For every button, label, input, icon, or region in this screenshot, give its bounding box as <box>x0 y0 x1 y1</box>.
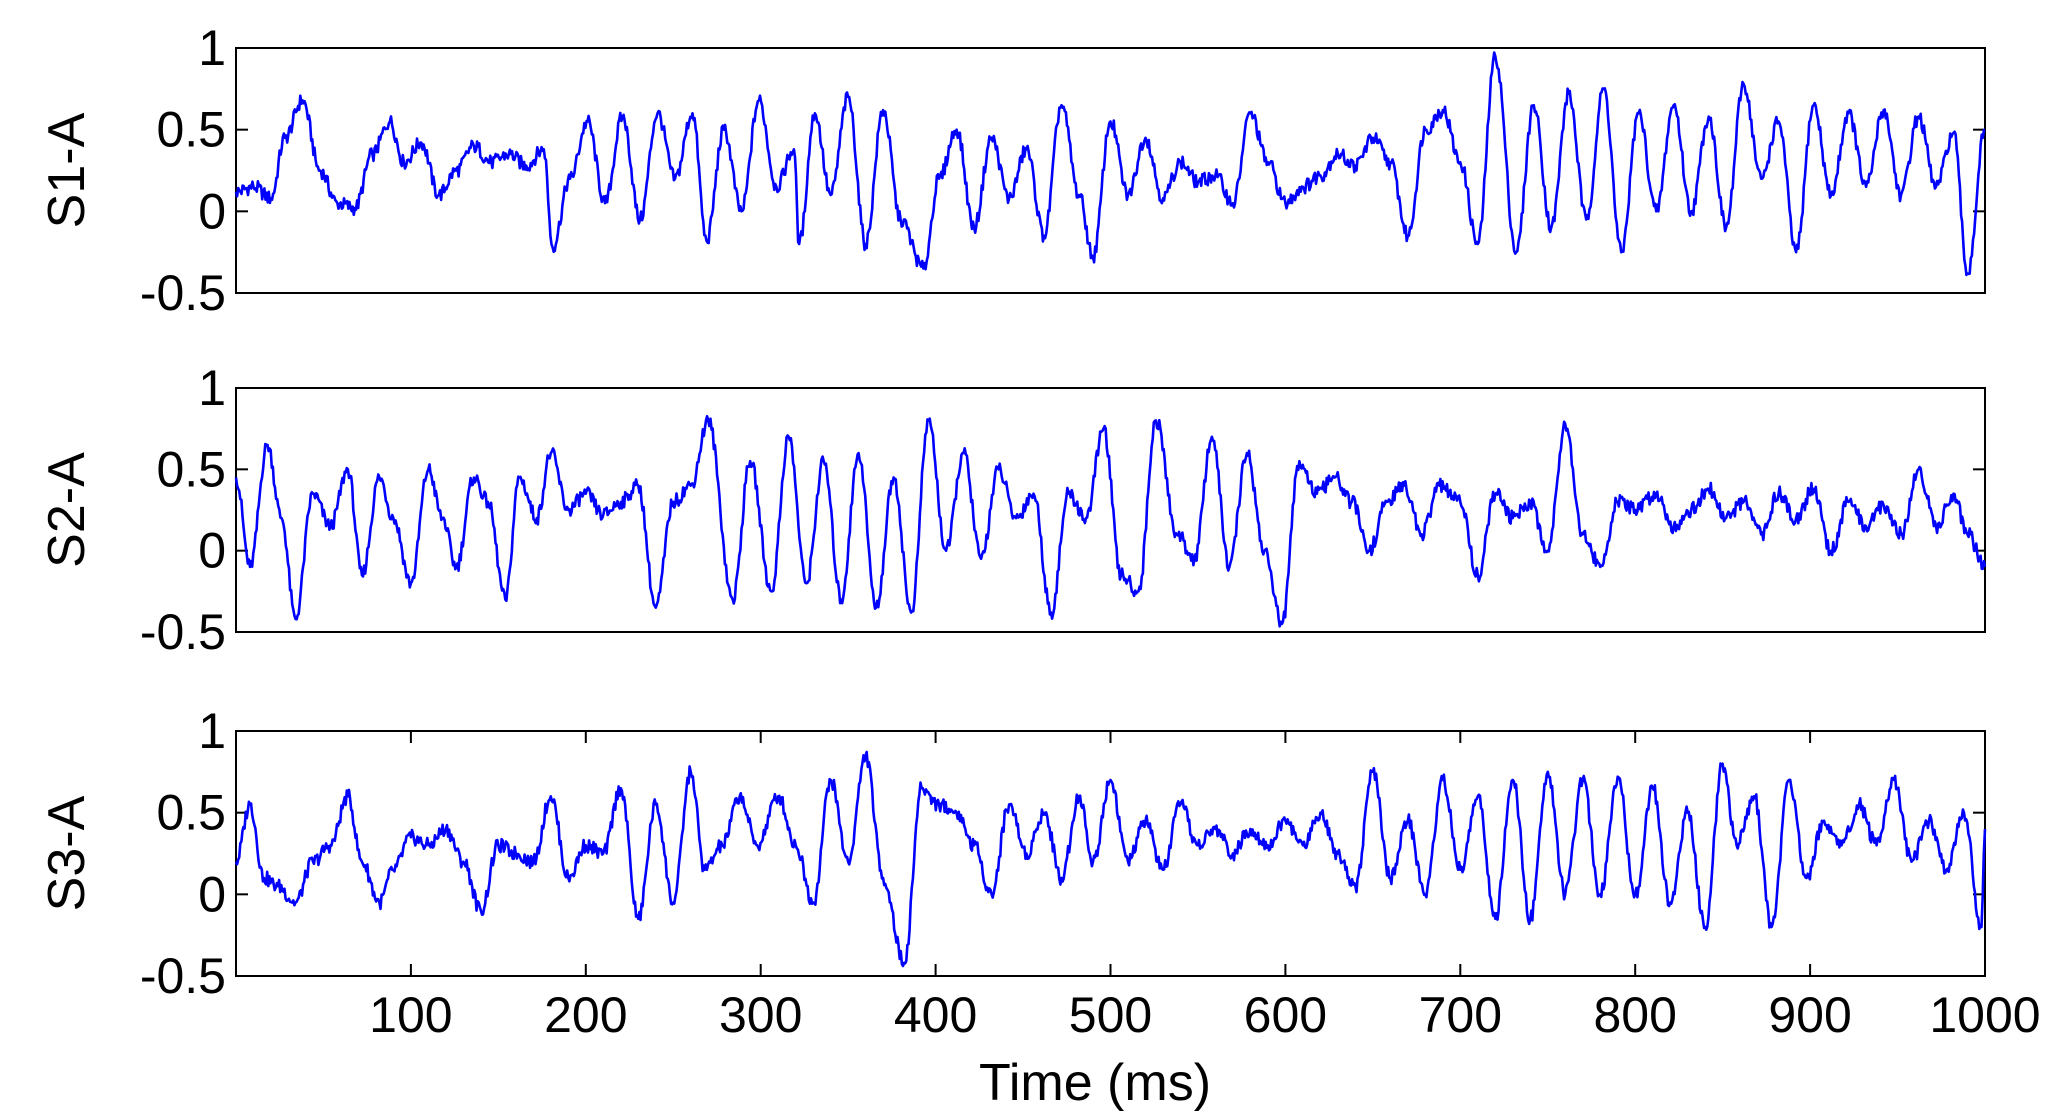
y-tick-label: 0 <box>198 523 226 579</box>
x-tick-label: 400 <box>894 987 977 1043</box>
series-line <box>234 51 1986 277</box>
x-tick-label: 700 <box>1419 987 1502 1043</box>
y-tick-label: -0.5 <box>140 604 226 660</box>
y-axis-label: S3-A <box>38 795 96 911</box>
series-line <box>234 750 1987 968</box>
series-line <box>234 414 1987 628</box>
y-tick-label: 0.5 <box>156 441 226 497</box>
x-axis-label: Time (ms) <box>979 1054 1211 1112</box>
y-tick-label: 1 <box>198 20 226 76</box>
axes-box <box>235 387 1986 633</box>
y-tick-label: 0 <box>198 866 226 922</box>
axes-box <box>235 47 1986 294</box>
panel-s2: -0.5 0 0.5 1 S2-A <box>38 360 1987 660</box>
x-tick-label: 600 <box>1244 987 1327 1043</box>
x-tick-label: 200 <box>544 987 627 1043</box>
panel-s3: -0.5 0 0.5 1 100 200 300 400 500 600 700 800 900 1000… <box>38 703 2041 1043</box>
y-axis-label: S1-A <box>38 112 96 228</box>
y-tick-label: -0.5 <box>140 948 226 1004</box>
x-tick-label: 900 <box>1768 987 1851 1043</box>
y-tick-label: 1 <box>198 360 226 416</box>
y-tick-label: 1 <box>198 703 226 759</box>
x-tick-label: 100 <box>369 987 452 1043</box>
y-tick-label: -0.5 <box>140 265 226 321</box>
x-tick-label: 500 <box>1069 987 1152 1043</box>
y-tick-label: 0.5 <box>156 785 226 841</box>
y-tick-label: 0 <box>198 183 226 239</box>
x-tick-label: 300 <box>719 987 802 1043</box>
y-axis-label: S2-A <box>38 452 96 568</box>
y-tick-label: 0.5 <box>156 102 226 158</box>
x-tick-label: 1000 <box>1929 987 2040 1043</box>
x-tick-label: 800 <box>1593 987 1676 1043</box>
panel-s1: -0.5 0 0.5 1 S1-A <box>38 20 1986 321</box>
